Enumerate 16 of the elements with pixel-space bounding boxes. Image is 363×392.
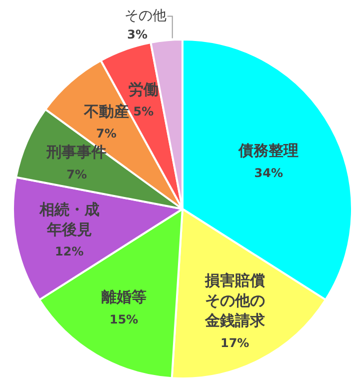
- data-label: 34%: [254, 166, 284, 180]
- data-label: 15%: [109, 312, 138, 326]
- slice-label: 不動産: [82, 102, 129, 120]
- slice-label: 労働: [128, 80, 158, 98]
- slice-label: 相続・成年後見: [38, 200, 100, 238]
- slice-label: 離婚等: [100, 288, 146, 306]
- slice-label: 損害賠償その他の金銭請求: [204, 272, 266, 330]
- data-label: 12%: [54, 244, 84, 259]
- data-label: 3%: [127, 27, 148, 42]
- data-label: 5%: [133, 104, 154, 119]
- data-label: 7%: [96, 126, 116, 141]
- slice-label: その他: [124, 8, 166, 24]
- slice-label: 刑事事件: [46, 143, 107, 162]
- data-label: 7%: [66, 167, 87, 182]
- slice-label: 債務整理: [238, 142, 299, 160]
- data-label: 17%: [220, 336, 250, 350]
